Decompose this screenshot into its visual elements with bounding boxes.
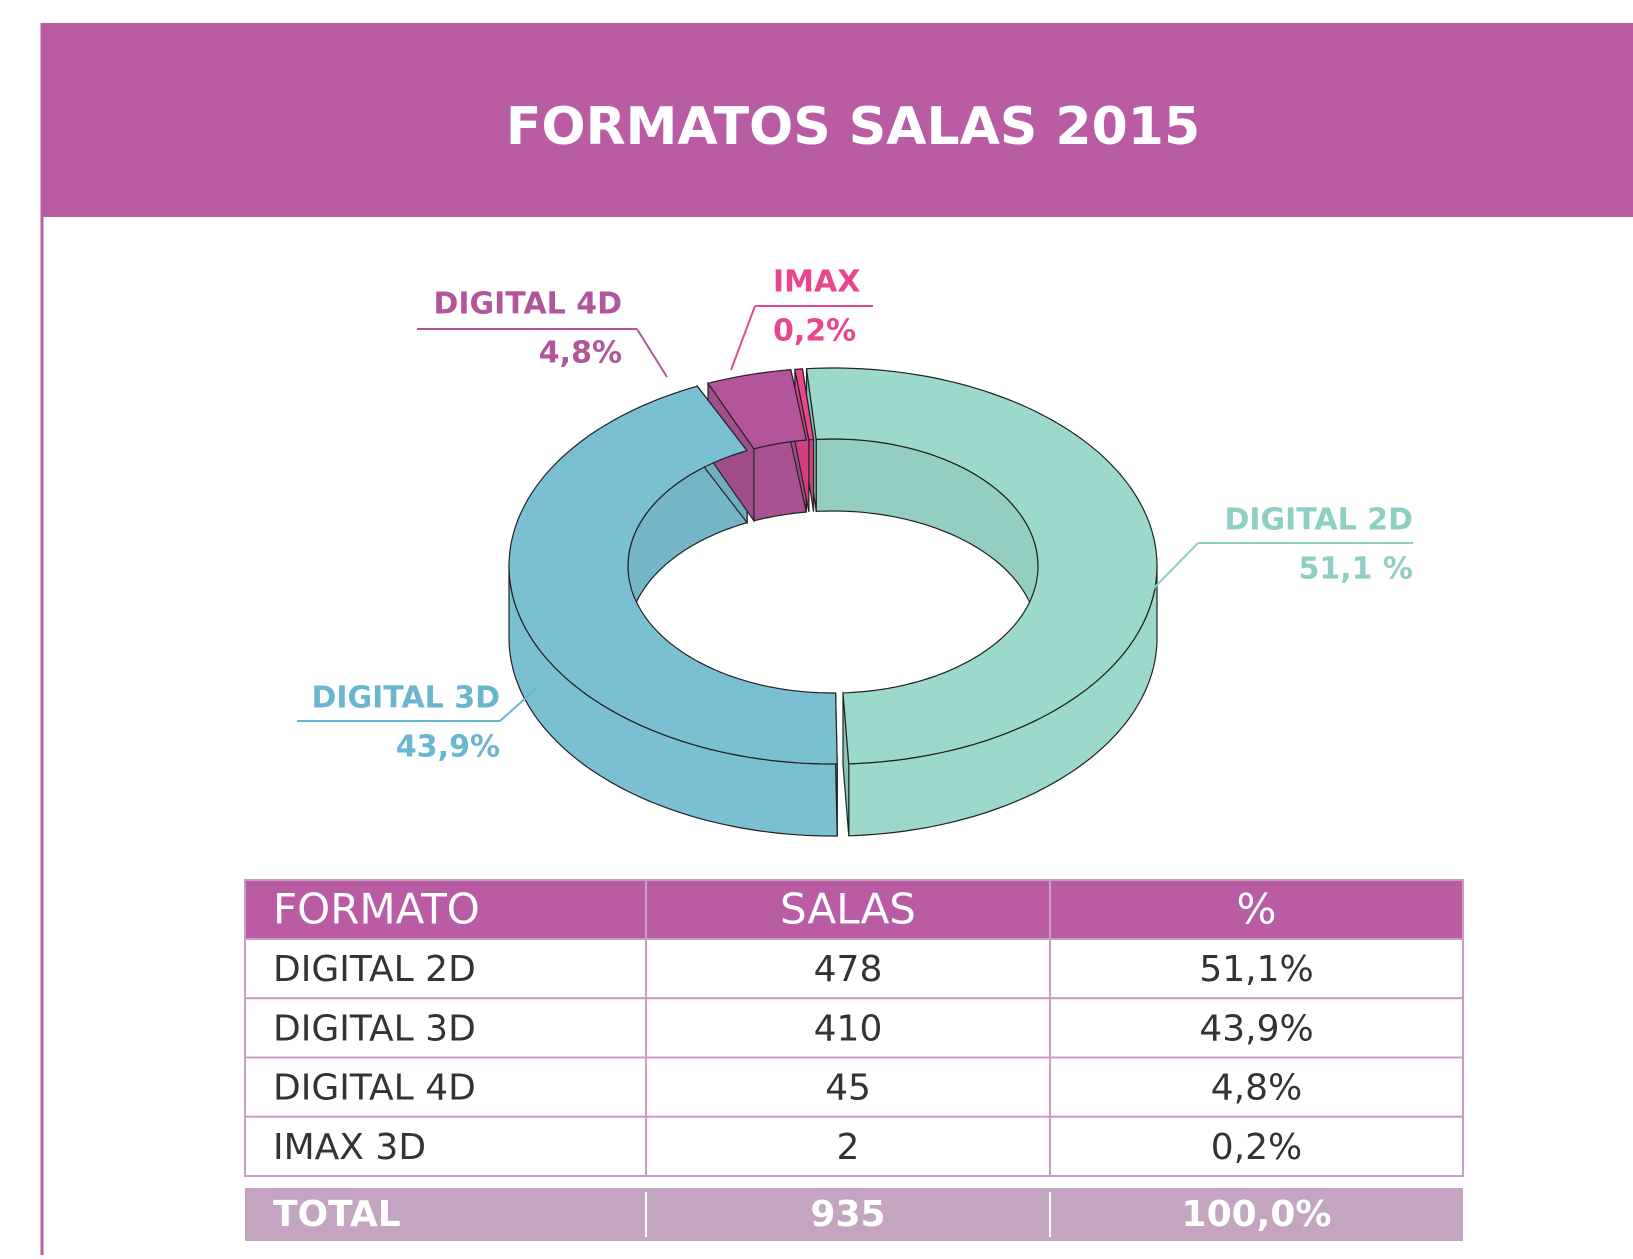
total-cell: TOTAL xyxy=(273,1194,401,1235)
table-cell: DIGITAL 3D xyxy=(273,1008,476,1049)
slice-value-label: 4,8% xyxy=(539,336,622,371)
table-cell: 410 xyxy=(814,1008,883,1049)
leader-line xyxy=(730,305,756,371)
slice-label: IMAX xyxy=(773,265,860,300)
leader-line xyxy=(1153,542,1199,589)
chart-title: FORMATOS SALAS 2015 xyxy=(506,97,1200,157)
leader-line xyxy=(636,328,668,378)
slice-top xyxy=(794,368,815,441)
slice-top xyxy=(508,385,838,765)
table-row xyxy=(244,1056,1464,1118)
table-row xyxy=(244,1115,1464,1177)
table-cell: DIGITAL 4D xyxy=(273,1068,476,1109)
header-band xyxy=(42,23,1633,217)
slice-top xyxy=(805,367,1158,765)
table-cell: DIGITAL 2D xyxy=(273,949,476,990)
table: FORMATO SALAS % DIGITAL 2D 478 51,1% DIGITAL 3… xyxy=(244,879,1464,1241)
table-cell: 4,8% xyxy=(1211,1068,1302,1109)
table-cell: 43,9% xyxy=(1199,1008,1313,1049)
table-cell: 478 xyxy=(814,949,883,990)
total-row-bg xyxy=(245,1188,1463,1241)
total-cell: 935 xyxy=(810,1194,885,1235)
leader-line xyxy=(499,686,539,722)
header-cell: SALAS xyxy=(780,885,916,934)
table-cell: 2 xyxy=(837,1127,860,1168)
slice-value-label: 51,1 % xyxy=(1298,552,1413,587)
header-cell: FORMATO xyxy=(273,885,480,934)
total-cell: 100,0% xyxy=(1182,1194,1332,1235)
table-row xyxy=(244,938,1464,1000)
slice-label: DIGITAL 3D xyxy=(311,681,500,716)
slice-label: DIGITAL 4D xyxy=(433,287,622,322)
table-cell: 0,2% xyxy=(1211,1127,1302,1168)
table-cell: IMAX 3D xyxy=(273,1127,426,1168)
slice-top xyxy=(707,369,808,450)
slice-label: DIGITAL 2D xyxy=(1224,503,1413,538)
table-row xyxy=(244,997,1464,1059)
table-cell: 51,1% xyxy=(1199,949,1313,990)
slice-value-label: 0,2% xyxy=(773,314,856,349)
slice-value-label: 43,9% xyxy=(396,730,500,765)
donut-chart: DIGITAL 2D 51,1 % DIGITAL 3D 43,9% DIGITAL 4… xyxy=(297,265,1413,837)
header-cell: % xyxy=(1237,885,1277,934)
table-cell: 45 xyxy=(825,1068,871,1109)
